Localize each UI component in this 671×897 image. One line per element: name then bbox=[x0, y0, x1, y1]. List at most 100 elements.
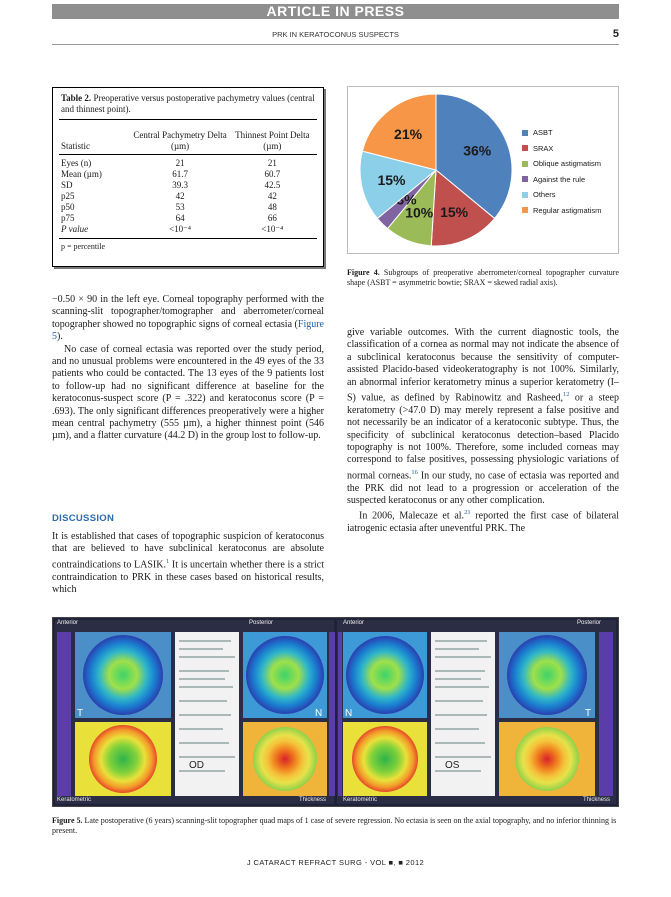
reference-link[interactable]: 12 bbox=[563, 391, 570, 399]
legend-item: Others bbox=[522, 187, 601, 203]
table-row: Mean (µm) 61.7 60.7 bbox=[53, 169, 323, 180]
table-row: p75 64 66 bbox=[53, 213, 323, 224]
pie-label: 10% bbox=[405, 204, 434, 220]
thickness-label: Thickness bbox=[583, 797, 611, 803]
os-label: OS bbox=[445, 760, 460, 771]
right-column: give variable outcomes. With the current… bbox=[347, 327, 619, 535]
table-row: p50 53 48 bbox=[53, 202, 323, 213]
pie-chart: 36%15%10%3%15%21% bbox=[359, 93, 513, 247]
table-cell: <10⁻⁴ bbox=[261, 224, 284, 234]
table-cell: 64 bbox=[175, 213, 185, 223]
reference-link[interactable]: 16 bbox=[411, 468, 418, 476]
figure-5-label: Figure 5. bbox=[52, 816, 83, 825]
left-column-lower: It is established that cases of topograp… bbox=[52, 531, 324, 596]
figure-4-label: Figure 4. bbox=[347, 268, 380, 277]
table-body: Eyes (n) 21 21 Mean (µm) 61.7 60.7 SD 39… bbox=[53, 155, 323, 238]
table-cell: Eyes (n) bbox=[61, 158, 92, 168]
pie-label: 15% bbox=[377, 172, 406, 188]
pie-slice-regular-astigmatism bbox=[361, 93, 437, 171]
paragraph: In 2006, Malecaze et al.21 reported the … bbox=[347, 507, 619, 535]
right-posterior-label: Posterior bbox=[577, 620, 602, 626]
left-column-upper: −0.50 × 90 in the left eye. Corneal topo… bbox=[52, 294, 324, 443]
paragraph: No case of corneal ectasia was reported … bbox=[52, 343, 324, 442]
legend-item: Regular astigmatism bbox=[522, 203, 601, 219]
left-anterior-label: Anterior bbox=[57, 620, 79, 626]
paragraph-text: −0.50 × 90 in the left eye. Corneal topo… bbox=[52, 294, 324, 330]
discussion-heading: DISCUSSION bbox=[52, 513, 115, 524]
nasal-letter: N bbox=[345, 708, 353, 719]
legend-item: ASBT bbox=[522, 125, 601, 141]
legend-swatch bbox=[522, 191, 528, 198]
table-cell: 61.7 bbox=[172, 169, 188, 179]
article-in-press-banner: ARTICLE IN PRESS bbox=[52, 4, 619, 19]
legend-label: Oblique astigmatism bbox=[533, 159, 601, 169]
legend-swatch bbox=[522, 176, 528, 183]
table-2: Table 2. Preoperative versus postoperati… bbox=[52, 87, 324, 267]
pie-label: 36% bbox=[463, 143, 492, 159]
legend-swatch bbox=[522, 145, 528, 152]
keratometric-label: Keratometric bbox=[343, 797, 378, 803]
header-rule bbox=[52, 44, 619, 45]
table-cell: 42 bbox=[175, 191, 185, 201]
figure-5-caption-text: Late postoperative (6 years) scanning-sl… bbox=[52, 816, 617, 835]
temporal-letter: T bbox=[585, 708, 592, 719]
legend-swatch bbox=[522, 129, 528, 136]
pie-slice-srax bbox=[430, 168, 496, 247]
paragraph: −0.50 × 90 in the left eye. Corneal topo… bbox=[52, 294, 324, 344]
table-cell: 66 bbox=[267, 213, 277, 223]
legend-label: SRAX bbox=[533, 143, 554, 153]
legend-label: Against the rule bbox=[533, 174, 586, 184]
table-cell: 53 bbox=[175, 202, 185, 212]
figure-4-caption-text: Subgroups of preoperative aberrometer/co… bbox=[347, 268, 620, 287]
paragraph-text: It is uncertain whether there is a stric… bbox=[52, 559, 324, 595]
table-caption: Preoperative versus postoperative pachym… bbox=[61, 93, 315, 114]
reference-link[interactable]: 21 bbox=[464, 509, 471, 517]
legend-swatch bbox=[522, 207, 528, 214]
table-row: SD 39.3 42.5 bbox=[53, 180, 323, 191]
table-header-cell: Statistic bbox=[61, 140, 90, 151]
reference-link[interactable]: 1 bbox=[165, 557, 170, 565]
table-rule-mid bbox=[59, 154, 317, 155]
table-cell: p75 bbox=[61, 213, 75, 223]
table-cell: 21 bbox=[267, 158, 277, 168]
paragraph-text: In our study, no case of ectasia was rep… bbox=[347, 470, 619, 506]
table-row: Eyes (n) 21 21 bbox=[53, 158, 323, 169]
table-rule-top bbox=[59, 119, 317, 120]
od-label: OD bbox=[189, 760, 204, 771]
paragraph-text: give variable outcomes. With the current… bbox=[347, 327, 619, 404]
page-number: 5 bbox=[612, 28, 619, 40]
table-cell: 42.5 bbox=[264, 180, 281, 190]
pie-label: 15% bbox=[440, 204, 469, 220]
table-cell: 21 bbox=[175, 158, 185, 168]
legend-item: Against the rule bbox=[522, 172, 601, 188]
table-cell: 48 bbox=[267, 202, 277, 212]
figure-4: 36% 15% 10% 3% 15% 21% ASBT SRAX Oblique astigm… bbox=[347, 86, 619, 254]
figure-5-link[interactable]: Figure 5 bbox=[52, 318, 324, 343]
table-rule-bottom bbox=[59, 238, 317, 239]
nasal-letter: N bbox=[315, 708, 323, 719]
paragraph-text: reported the first case of bilateral iat… bbox=[347, 510, 619, 535]
table-cell: p50 bbox=[61, 202, 75, 212]
paragraph-text: It is established that cases of topograp… bbox=[52, 531, 324, 571]
legend-item: SRAX bbox=[522, 141, 601, 157]
table-cell: 39.3 bbox=[172, 180, 188, 190]
figure-5-caption: Figure 5. Late postoperative (6 years) s… bbox=[52, 816, 619, 836]
figure-5: Anterior Posterior Anterior Posterior OD… bbox=[52, 617, 619, 807]
table-row: p25 42 42 bbox=[53, 191, 323, 202]
paragraph-text: ). bbox=[57, 331, 63, 343]
table-cell: Mean (µm) bbox=[61, 169, 102, 179]
table-cell: SD bbox=[61, 180, 73, 190]
table-title: Table 2. Preoperative versus postoperati… bbox=[53, 88, 323, 119]
right-anterior-label: Anterior bbox=[343, 620, 365, 626]
figure-4-caption: Figure 4. Subgroups of preoperative aber… bbox=[347, 268, 619, 288]
legend-label: Others bbox=[533, 190, 556, 200]
legend-label: ASBT bbox=[533, 128, 553, 138]
table-header-cell: Thinnest Point Delta (µm) bbox=[235, 130, 310, 151]
paragraph: give variable outcomes. With the current… bbox=[347, 327, 619, 507]
table-cell: p25 bbox=[61, 191, 75, 201]
pie-slice-others bbox=[359, 150, 438, 220]
paragraph-text: In 2006, Malecaze et al. bbox=[359, 510, 465, 522]
table-label: Table 2. bbox=[61, 93, 92, 103]
temporal-letter: T bbox=[77, 708, 84, 719]
table-header-row: Statistic Central Pachymetry Delta (µm) … bbox=[53, 120, 323, 154]
